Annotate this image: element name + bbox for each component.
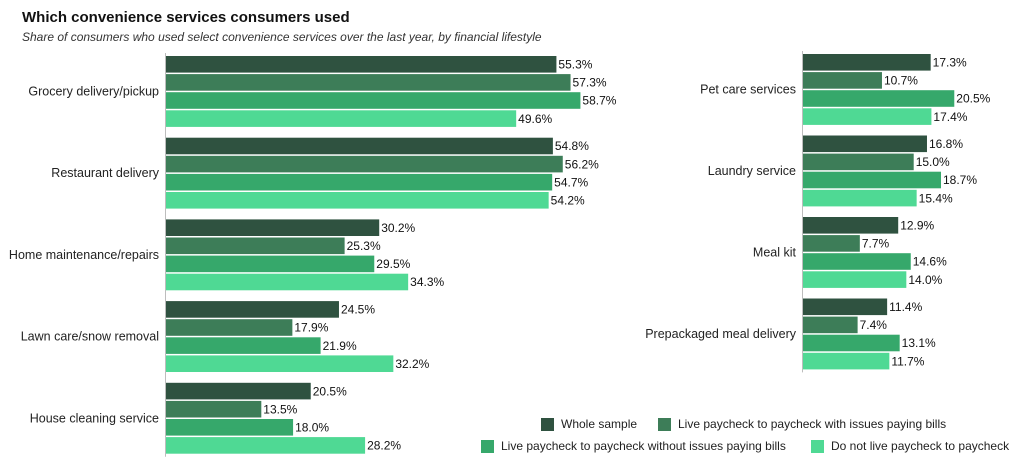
data-label: 13.5% (263, 402, 297, 416)
data-label: 21.9% (323, 339, 357, 353)
data-label: 17.9% (294, 321, 328, 335)
bar (166, 110, 517, 127)
data-label: 17.4% (933, 110, 967, 124)
legend-swatch (481, 439, 494, 453)
data-label: 29.5% (376, 257, 410, 271)
data-label: 49.6% (518, 112, 552, 126)
category-label: Grocery delivery/pickup (28, 84, 159, 98)
bar (166, 155, 563, 173)
bar (803, 171, 942, 189)
bar (803, 217, 899, 234)
bar (803, 334, 900, 352)
bar (166, 137, 553, 155)
bar (166, 273, 409, 291)
data-label: 7.7% (862, 237, 890, 251)
bar (166, 419, 294, 436)
category-label: Prepackaged meal delivery (645, 327, 797, 341)
legend-label: Live paycheck to paycheck without issues… (501, 439, 786, 453)
bar (803, 352, 890, 370)
data-label: 11.4% (889, 300, 922, 314)
legend-item-without-issues: Live paycheck to paycheck without issues… (481, 439, 786, 453)
data-label: 20.5% (313, 384, 347, 398)
data-label: 58.7% (582, 94, 616, 108)
legend-label: Whole sample (561, 417, 638, 431)
data-label: 54.8% (555, 139, 589, 153)
data-label: 16.8% (929, 137, 963, 151)
legend-swatch (541, 417, 554, 431)
bar (803, 90, 955, 107)
category-label: Pet care services (700, 82, 796, 96)
bar (166, 319, 293, 336)
data-label: 54.2% (551, 194, 585, 208)
bar (166, 219, 380, 236)
data-label: 14.0% (908, 273, 942, 287)
data-label: 24.5% (341, 303, 375, 317)
bar (803, 253, 911, 270)
chart-subtitle: Share of consumers who used select conve… (22, 30, 542, 44)
data-label: 10.7% (884, 74, 918, 88)
data-label: 15.4% (919, 191, 953, 205)
data-label: 56.2% (565, 157, 599, 171)
bar (166, 337, 321, 354)
bar (166, 255, 375, 273)
data-label: 18.0% (295, 421, 329, 435)
legend-swatch (811, 439, 824, 453)
category-label: Meal kit (753, 245, 797, 259)
legend-swatch (658, 417, 671, 431)
data-label: 18.7% (943, 173, 977, 187)
data-label: 17.3% (933, 56, 967, 70)
category-label: Lawn care/snow removal (21, 330, 159, 344)
bar (803, 271, 907, 288)
bar (166, 437, 366, 454)
bar (166, 355, 394, 372)
data-label: 7.4% (860, 318, 888, 332)
data-label: 15.0% (916, 155, 950, 169)
bar (166, 56, 557, 73)
category-label: Restaurant delivery (51, 166, 159, 180)
data-label: 14.6% (913, 255, 947, 269)
legend-label: Live paycheck to paycheck with issues pa… (678, 417, 947, 431)
data-label: 32.2% (395, 357, 429, 371)
data-label: 54.7% (554, 175, 588, 189)
chart-title: Which convenience services consumers use… (22, 9, 350, 26)
data-label: 20.5% (956, 92, 990, 106)
data-label: 25.3% (347, 239, 381, 253)
bar (803, 54, 931, 71)
category-label: Laundry service (708, 164, 796, 178)
data-label: 28.2% (367, 439, 401, 453)
legend-item-with-issues: Live paycheck to paycheck with issues pa… (658, 417, 946, 431)
bar (803, 189, 917, 207)
category-label: Home maintenance/repairs (9, 248, 159, 262)
data-label: 11.7% (891, 354, 924, 368)
data-label: 57.3% (573, 76, 607, 90)
data-label: 30.2% (381, 221, 415, 235)
legend-item-not-paycheck: Do not live paycheck to paycheck (811, 439, 1009, 453)
data-label: 55.3% (558, 58, 592, 72)
legend-item-whole-sample: Whole sample (541, 417, 637, 431)
bar (803, 153, 914, 171)
category-label: House cleaning service (30, 411, 159, 425)
bar (166, 74, 571, 91)
bar (166, 192, 549, 209)
bar (803, 235, 860, 252)
bar (803, 108, 932, 125)
data-label: 34.3% (410, 275, 444, 289)
bar (166, 173, 553, 191)
bar (166, 237, 345, 255)
bar (166, 301, 339, 318)
bar (803, 298, 888, 316)
bar (803, 135, 927, 153)
bar (166, 382, 311, 400)
data-label: 12.9% (900, 219, 934, 233)
bar (166, 400, 262, 418)
data-label: 13.1% (902, 336, 936, 350)
bar (166, 92, 581, 109)
legend-label: Do not live paycheck to paycheck (831, 439, 1010, 453)
bar (803, 72, 882, 89)
bar (803, 316, 858, 334)
